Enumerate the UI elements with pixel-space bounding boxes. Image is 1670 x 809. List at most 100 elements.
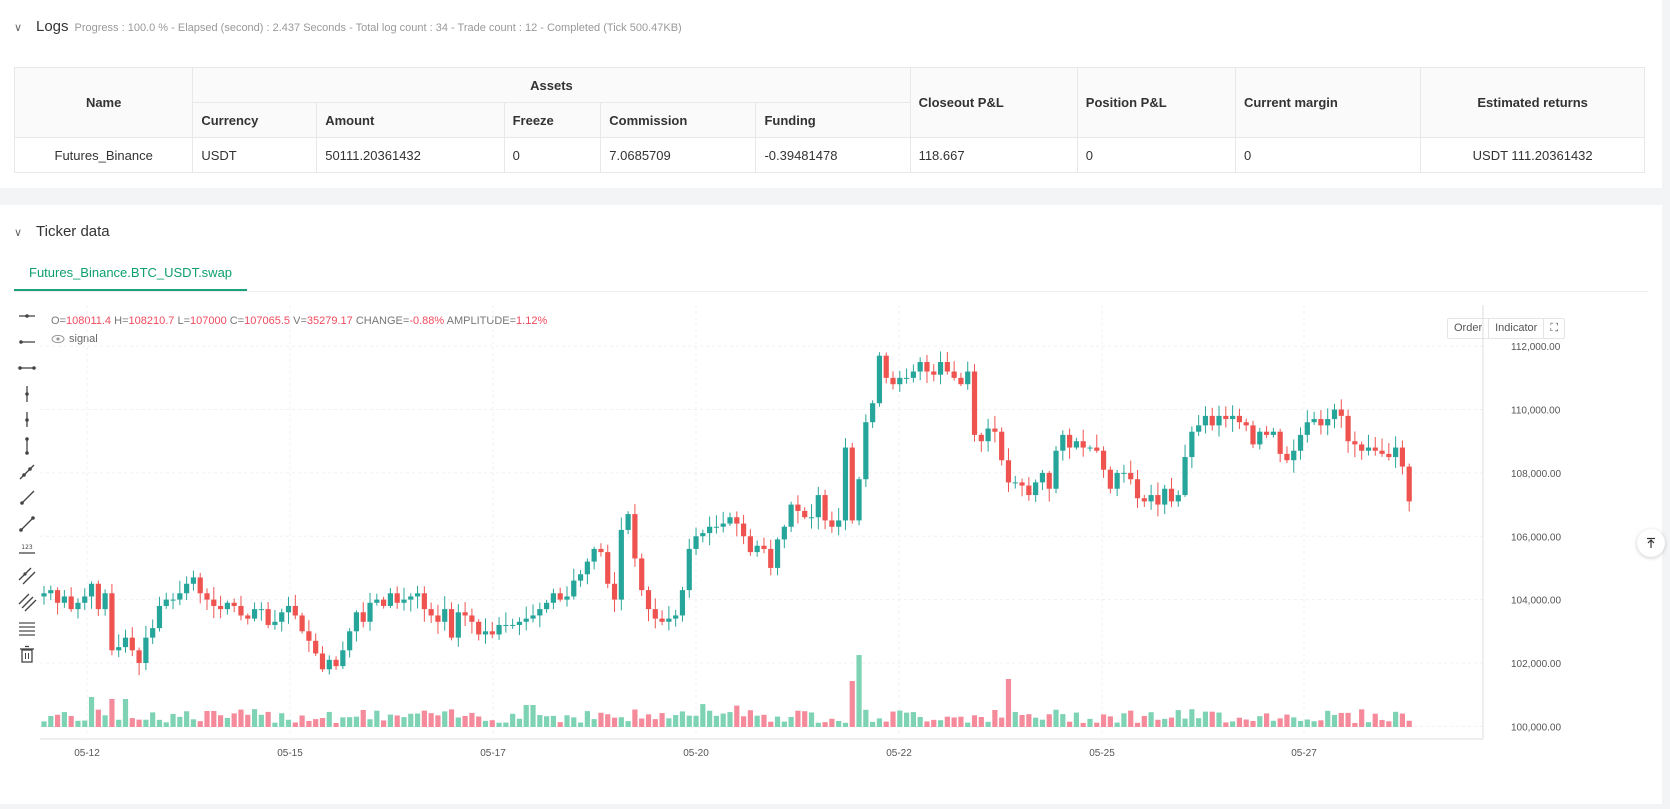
amplitude-value: 1.12% [516,315,548,327]
candle-body [971,371,978,435]
candle-body [1046,472,1052,489]
volume-bar [1039,719,1046,727]
change-value: -0.88% [409,315,445,327]
candle-body [815,495,821,518]
parallel-channel-icon[interactable] [16,565,38,587]
volume-bar [944,716,950,727]
volume-bar [1162,718,1168,727]
candle-body [204,593,210,600]
horizontal-ray-icon[interactable] [16,331,38,353]
volume-bar [1386,721,1392,727]
volume-bar [883,721,889,727]
indicator-button[interactable]: Indicator [1489,319,1545,338]
candle-body [279,612,285,622]
ray-line-icon[interactable] [16,487,38,509]
candle-body [931,371,937,375]
logs-header[interactable]: ∨ Logs Progress : 100.0 % - Elapsed (sec… [14,18,682,35]
candle-body [150,628,156,638]
candle-body [469,615,475,622]
vertical-ray-icon[interactable] [16,409,38,431]
candle-body [1073,441,1079,448]
volume-bar [1277,718,1283,727]
candle-body [1393,447,1399,458]
candle-body [1291,450,1297,461]
candle-body [707,526,713,534]
amount-header: Amount [316,102,505,138]
volume-bar [238,709,244,727]
volume-bar [170,713,176,727]
x-tick-label: 05-20 [683,748,709,759]
candle-body [720,523,726,527]
candle-body [1162,488,1168,505]
candle-body [761,545,767,549]
candle-body [245,615,251,619]
volume-bar [1128,710,1134,727]
ticker-header[interactable]: ∨ Ticker data [14,223,110,240]
chevron-down-icon[interactable]: ∨ [14,227,23,239]
price-label-icon[interactable]: 123 [16,539,38,561]
fibonacci-icon[interactable] [16,617,38,639]
horizontal-segment-icon[interactable] [16,357,38,379]
volume-bar [1067,721,1073,727]
trash-icon[interactable] [16,643,38,665]
candle-body [842,447,849,521]
tab-divider [14,291,1648,292]
candle-body [116,647,122,651]
volume-bar [999,717,1005,727]
segment-line-icon[interactable] [16,513,38,535]
candle-body [808,517,815,519]
assets-header: Assets [192,67,911,103]
candle-body [1352,441,1358,445]
trend-line-icon[interactable] [16,461,38,483]
volume-bar [1134,722,1141,727]
candle-body [978,434,984,442]
ticker-title: Ticker data [36,223,110,240]
signal-legend[interactable]: signal [51,333,98,345]
volume-bar [1236,717,1243,727]
volume-bar [1338,712,1344,727]
candle-body [802,510,808,518]
volume-bar [910,712,916,727]
candle-body [903,377,910,379]
y-tick-label: 100,000.00 [1511,722,1561,733]
candle-body [1060,434,1066,451]
candle-body [54,590,61,603]
logs-title: Logs [36,18,69,35]
fullscreen-icon[interactable]: ⛶ [1550,322,1559,334]
volume-bar [1325,710,1331,727]
chevron-down-icon[interactable]: ∨ [14,22,23,34]
candle-body [340,650,346,667]
volume-bar [510,713,516,727]
y-tick-label: 112,000.00 [1511,342,1561,353]
candle-body [435,615,441,622]
candle-body [822,495,828,521]
volume-bar [347,717,353,727]
candle-body [1094,447,1100,451]
scroll-to-top-button[interactable] [1637,529,1665,557]
candle-body [897,377,903,385]
volume-bar [1270,720,1276,727]
candle-body [632,514,638,559]
vertical-line-icon[interactable] [16,383,38,405]
volume-bar [1230,721,1236,727]
parallel-lines-icon[interactable] [16,591,38,613]
candlestick-chart[interactable]: 112,000.00 110,000.00 108,000.00 106,000.00… [40,305,1580,799]
change-label: CHANGE= [355,315,410,327]
volume-bar [1291,717,1297,727]
vertical-segment-icon[interactable] [16,435,38,457]
volume-bar [761,714,767,727]
tab-btc-usdt-swap[interactable]: Futures_Binance.BTC_USDT.swap [14,257,248,291]
volume-bar [88,697,95,727]
volume-bar [1331,714,1338,727]
ohlc-readout: O=108011.4 H=108210.7 L=107000 C=107065.… [51,315,547,327]
candle-body [442,609,448,622]
eye-icon[interactable] [51,334,65,344]
volume-bar [1182,718,1188,727]
candle-body [1012,482,1018,484]
volume-bar [292,722,298,727]
candle-body [693,536,699,549]
order-button[interactable]: Order [1448,319,1490,338]
horizontal-line-icon[interactable] [16,305,38,327]
candle-body [1114,472,1120,489]
candle-body [1399,447,1406,467]
